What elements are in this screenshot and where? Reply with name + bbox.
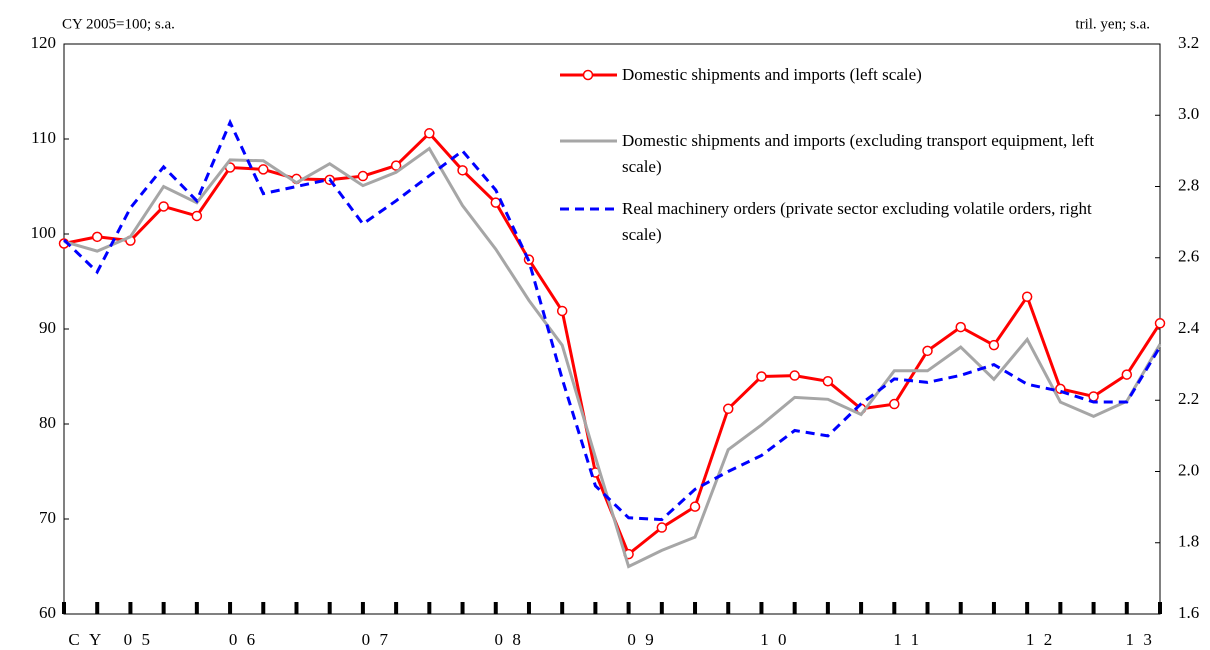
data-point: [556, 305, 568, 317]
y2-tick-label: 1.8: [1178, 532, 1199, 551]
y-tick-label: 80: [39, 413, 56, 432]
data-point: [988, 339, 1000, 351]
x-tick-label: 07: [362, 630, 398, 649]
y-tick-label: 60: [39, 603, 56, 622]
x-tick-label: CY 05: [68, 630, 159, 649]
x-tick-label: 12: [1026, 630, 1062, 649]
y2-tick-label: 2.6: [1178, 247, 1199, 266]
legend-label: Domestic shipments and imports (left sca…: [622, 65, 922, 84]
y2-tick-label: 2.4: [1178, 318, 1200, 337]
legend-marker: [582, 69, 594, 81]
data-point: [357, 170, 369, 182]
data-point: [258, 164, 269, 175]
y-tick-label: 90: [39, 318, 56, 337]
x-tick-label: 11: [893, 630, 928, 649]
x-tick-label: 08: [495, 630, 531, 649]
data-point: [1121, 369, 1133, 380]
data-point: [789, 370, 800, 381]
data-point: [756, 371, 767, 382]
y2-tick-label: 2.2: [1178, 389, 1199, 408]
data-point: [91, 231, 103, 243]
left-unit: CY 2005=100; s.a.: [62, 16, 175, 32]
data-point: [689, 501, 701, 512]
data-point: [457, 165, 468, 176]
data-point: [889, 398, 900, 410]
y2-tick-label: 1.6: [1178, 603, 1199, 622]
y2-tick-label: 3.0: [1178, 104, 1199, 123]
data-point: [722, 403, 734, 415]
data-point: [1154, 318, 1166, 329]
data-point: [922, 345, 933, 357]
x-tick-label: 13: [1126, 630, 1162, 649]
legend-label: Domestic shipments and imports (excludin…: [622, 131, 1095, 176]
data-point: [158, 201, 169, 212]
y-tick-label: 100: [31, 223, 57, 242]
y-tick-label: 70: [39, 508, 56, 527]
right-unit: tril. yen; s.a.: [1075, 16, 1150, 32]
x-tick-label: 09: [627, 630, 663, 649]
x-tick-label: 06: [229, 630, 265, 649]
data-point: [656, 522, 668, 533]
y2-tick-label: 2.8: [1178, 175, 1199, 194]
data-point: [822, 376, 834, 387]
x-tick-label: 10: [760, 630, 796, 649]
y-tick-label: 110: [31, 128, 56, 147]
legend-label: Real machinery orders (private sector ex…: [622, 199, 1092, 244]
data-point: [390, 160, 402, 171]
y-tick-label: 120: [31, 33, 57, 52]
data-point: [424, 128, 435, 139]
y2-tick-label: 3.2: [1178, 33, 1199, 52]
data-point: [191, 210, 203, 222]
series-line: [62, 118, 1162, 522]
data-point: [955, 321, 966, 333]
data-point: [1021, 291, 1033, 302]
y2-tick-label: 2.0: [1178, 460, 1199, 479]
